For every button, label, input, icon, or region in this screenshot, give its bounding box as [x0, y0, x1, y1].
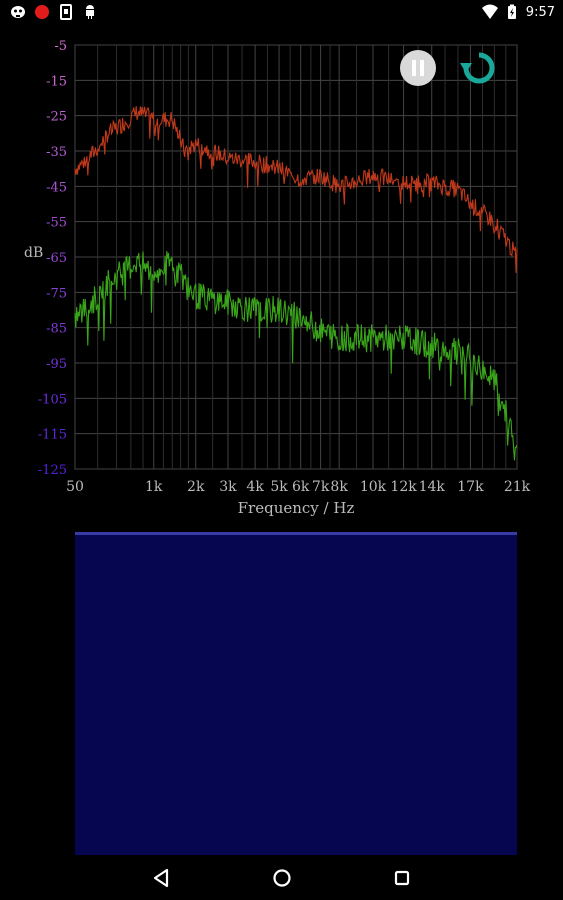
x-axis-label: Frequency / Hz — [238, 499, 355, 517]
y-axis-label: dB — [24, 245, 43, 261]
x-axis-tick-labels: 50 1k 2k 3k 4k 5k 6k 7k 8k 10k 12k 14k 17k 21k — [66, 479, 531, 495]
x-tick-label: 2k — [187, 479, 205, 495]
spectrogram-waterfall[interactable] — [75, 532, 517, 858]
y-tick-label: -5 — [54, 39, 67, 54]
home-button[interactable] — [267, 863, 297, 893]
status-bar: 9:57 — [0, 0, 563, 25]
navigation-bar — [0, 855, 563, 900]
x-tick-label: 8k — [330, 479, 348, 495]
x-tick-label: 12k — [390, 479, 417, 495]
refresh-button[interactable] — [459, 49, 499, 87]
y-tick-label: -115 — [38, 428, 67, 443]
y-tick-label: -55 — [46, 216, 67, 231]
back-triangle-icon — [153, 868, 169, 888]
x-tick-label: 50 — [66, 479, 84, 495]
recents-button[interactable] — [387, 863, 417, 893]
y-tick-label: -45 — [46, 180, 67, 195]
spectrum-chart[interactable]: -5 -15 -25 -35 -45 -55 -65 -75 -85 -95 -105 -115 -12… — [0, 25, 563, 525]
x-tick-label: 14k — [419, 479, 446, 495]
y-tick-label: -15 — [46, 74, 67, 89]
pause-button[interactable] — [399, 49, 437, 87]
y-tick-label: -65 — [46, 251, 67, 266]
x-tick-label: 5k — [270, 479, 288, 495]
spectrum-series-red — [74, 106, 518, 273]
x-tick-label: 4k — [246, 479, 264, 495]
home-circle-icon — [273, 869, 291, 887]
y-tick-label: -75 — [46, 286, 67, 301]
chart-grid — [74, 44, 518, 470]
battery-icon — [507, 4, 516, 19]
y-tick-label: -25 — [46, 110, 67, 125]
y-tick-label: -35 — [46, 145, 67, 160]
x-tick-label: 6k — [292, 479, 310, 495]
x-tick-label: 17k — [457, 479, 484, 495]
chart-series — [74, 106, 518, 461]
record-dot-icon — [35, 5, 49, 19]
x-tick-label: 1k — [145, 479, 163, 495]
spectrum-series-green — [74, 251, 518, 461]
android-icon — [86, 5, 94, 19]
spectrum-plot[interactable]: -5 -15 -25 -35 -45 -55 -65 -75 -85 -95 -105 -115 -12… — [0, 25, 563, 525]
y-tick-label: -95 — [46, 357, 67, 372]
back-button[interactable] — [146, 863, 176, 893]
y-axis-tick-labels: -5 -15 -25 -35 -45 -55 -65 -75 -85 -95 -105 -115 -12… — [38, 39, 67, 478]
x-tick-label: 3k — [219, 479, 237, 495]
x-tick-label: 21k — [504, 479, 531, 495]
y-tick-label: -125 — [38, 463, 67, 478]
sim-card-icon — [60, 4, 72, 20]
clock: 9:57 — [525, 4, 555, 20]
refresh-icon — [460, 52, 495, 84]
x-tick-label: 7k — [312, 479, 330, 495]
wifi-icon — [481, 4, 498, 19]
mask-icon — [11, 6, 25, 18]
y-tick-label: -105 — [38, 392, 67, 407]
recents-square-icon — [394, 870, 410, 886]
pause-icon — [400, 50, 436, 86]
x-tick-label: 10k — [360, 479, 387, 495]
y-tick-label: -85 — [46, 322, 67, 337]
